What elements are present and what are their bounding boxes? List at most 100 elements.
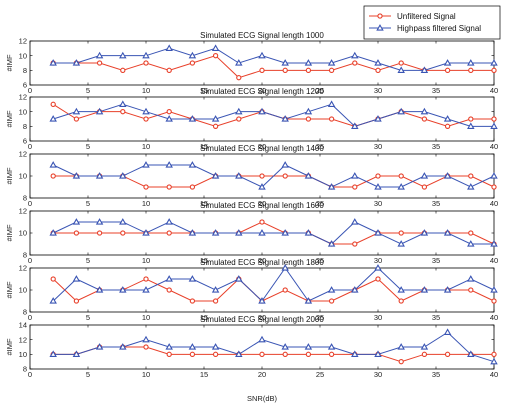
y-tick-label: 8: [23, 194, 27, 203]
data-point-highpass: [49, 229, 57, 236]
data-point-highpass: [281, 343, 289, 350]
data-point-unfiltered: [212, 53, 219, 59]
y-tick-label: 10: [19, 229, 27, 238]
y-tick-label: 8: [23, 365, 27, 374]
x-tick-label: 10: [142, 142, 150, 151]
panel-5: Simulated ECG Signal length 1800 #IMF 0 5 10…: [5, 258, 498, 322]
x-tick-label: 10: [142, 199, 150, 208]
data-point-unfiltered: [50, 101, 56, 107]
x-tick-label: 25: [316, 313, 324, 322]
x-tick-label: 40: [490, 313, 498, 322]
data-point-highpass: [95, 218, 104, 225]
data-point-highpass: [211, 44, 220, 51]
x-tick-label: 30: [374, 256, 382, 265]
data-point-unfiltered: [282, 287, 288, 293]
x-tick-label: 35: [432, 86, 440, 95]
x-tick-label: 25: [316, 86, 324, 95]
series-line-unfiltered: [53, 221, 495, 245]
data-point-highpass: [467, 122, 475, 129]
x-tick-label: 35: [432, 313, 440, 322]
data-point-highpass: [188, 51, 197, 59]
y-tick-label: 10: [19, 51, 27, 60]
x-tick-label: 15: [200, 313, 208, 322]
data-point-highpass: [188, 275, 197, 282]
data-point-highpass: [443, 115, 452, 122]
data-point-unfiltered: [468, 116, 474, 122]
data-point-highpass: [235, 229, 243, 236]
data-point-unfiltered: [468, 287, 474, 293]
x-tick-label: 0: [28, 256, 32, 265]
data-point-unfiltered: [491, 351, 497, 357]
data-point-highpass: [165, 275, 173, 282]
data-point-unfiltered: [166, 67, 172, 73]
data-point-highpass: [49, 115, 57, 122]
x-tick-label: 5: [86, 370, 90, 379]
data-point-highpass: [165, 218, 173, 225]
data-point-highpass: [443, 59, 452, 66]
data-point-highpass: [119, 286, 127, 293]
data-point-highpass: [188, 343, 197, 350]
series-line-unfiltered: [53, 346, 494, 363]
data-point-highpass: [235, 350, 243, 357]
data-point-highpass: [188, 161, 197, 168]
panel-4-ylabel: #IMF: [5, 224, 14, 242]
data-point-highpass: [211, 229, 220, 236]
x-tick-label: 35: [432, 256, 440, 265]
y-tick-label: 8: [23, 251, 27, 260]
data-point-unfiltered: [73, 230, 80, 236]
data-point-unfiltered: [282, 173, 288, 179]
x-tick-label: 10: [142, 256, 150, 265]
x-tick-label: 0: [28, 142, 32, 151]
data-point-unfiltered: [305, 116, 312, 122]
data-point-highpass: [281, 115, 289, 122]
data-point-highpass: [374, 350, 382, 357]
data-point-highpass: [281, 229, 289, 236]
data-point-highpass: [327, 59, 336, 66]
x-tick-label: 40: [490, 142, 498, 151]
data-point-unfiltered: [375, 276, 381, 282]
x-tick-label: 40: [490, 370, 498, 379]
data-point-unfiltered: [259, 173, 265, 179]
data-point-unfiltered: [189, 184, 196, 190]
data-point-highpass: [490, 172, 498, 179]
panel-2: Simulated ECG Signal length 1200 #IMF 0 5 10…: [5, 87, 498, 151]
data-point-highpass: [327, 240, 336, 247]
data-point-unfiltered: [491, 67, 497, 73]
data-point-unfiltered: [282, 67, 288, 73]
x-tick-label: 30: [374, 370, 382, 379]
data-point-unfiltered: [259, 219, 265, 225]
data-point-highpass: [235, 172, 243, 179]
data-point-highpass: [443, 286, 452, 293]
x-tick-label: 20: [258, 313, 266, 322]
data-point-highpass: [467, 183, 475, 190]
data-point-highpass: [397, 183, 405, 190]
x-tick-label: 25: [316, 199, 324, 208]
data-point-highpass: [490, 59, 498, 66]
data-point-unfiltered: [468, 173, 474, 179]
data-point-unfiltered: [328, 351, 335, 357]
data-point-unfiltered: [352, 184, 358, 190]
data-point-highpass: [351, 51, 359, 59]
legend-label-unfiltered: Unfiltered Signal: [397, 12, 456, 21]
data-point-highpass: [119, 172, 127, 179]
data-point-highpass: [188, 115, 197, 122]
data-point-unfiltered: [421, 116, 428, 122]
x-tick-label: 40: [490, 256, 498, 265]
data-point-highpass: [327, 343, 336, 350]
data-point-unfiltered: [143, 344, 149, 350]
data-point-unfiltered: [120, 230, 126, 236]
data-point-highpass: [142, 286, 150, 293]
legend-label-highpass: Highpass filtered Signal: [397, 24, 481, 33]
panel-1-ylabel: #IMF: [5, 54, 14, 72]
legend-marker-unfiltered: [377, 13, 383, 19]
x-tick-label: 35: [432, 370, 440, 379]
data-point-highpass: [95, 107, 104, 115]
data-point-unfiltered: [96, 230, 103, 236]
x-tick-label: 0: [28, 199, 32, 208]
data-point-highpass: [72, 59, 81, 66]
data-point-unfiltered: [468, 230, 474, 236]
data-point-highpass: [211, 343, 220, 350]
legend: Unfiltered Signal Highpass filtered Signa…: [363, 5, 501, 40]
data-point-highpass: [72, 107, 81, 115]
data-point-highpass: [351, 350, 359, 357]
